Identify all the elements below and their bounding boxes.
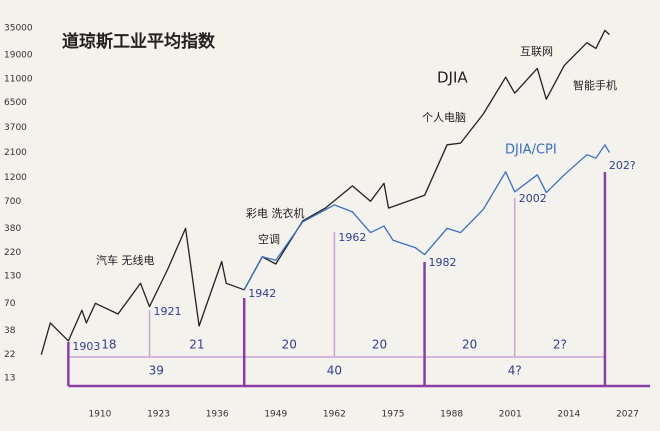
annotation: 互联网 (520, 45, 553, 58)
cycle-label: 20 (372, 338, 387, 352)
y-tick-label: 11000 (4, 75, 33, 85)
cycle-label: 20 (462, 338, 477, 352)
x-tick-label: 1988 (440, 410, 463, 420)
y-tick-label: 3700 (4, 123, 27, 133)
x-tick-label: 1962 (323, 410, 346, 420)
marker-label: 1903 (72, 340, 100, 353)
x-tick-label: 1910 (88, 410, 111, 420)
series-label: DJIA/CPI (505, 143, 557, 158)
y-tick-label: 35000 (4, 23, 33, 33)
y-tick-label: 6500 (4, 98, 27, 108)
long-cycle-label: 39 (149, 364, 164, 378)
y-tick-label: 22 (4, 350, 15, 360)
y-tick-label: 38 (4, 326, 16, 336)
chart-title: 道琼斯工业平均指数 (62, 31, 216, 52)
y-tick-label: 220 (4, 248, 21, 258)
marker-label: 1982 (429, 256, 457, 269)
y-tick-label: 700 (4, 197, 21, 207)
y-tick-label: 2100 (4, 148, 27, 158)
x-tick-label: 1923 (147, 410, 170, 420)
series-label: DJIA (437, 69, 468, 87)
cycle-label: 21 (189, 338, 204, 352)
annotation: 汽车 无线电 (96, 253, 155, 267)
y-tick-label: 130 (4, 271, 21, 281)
long-cycle-label: 4? (508, 364, 522, 378)
series-line (40, 29, 610, 355)
x-tick-label: 1975 (382, 410, 405, 420)
y-tick-label: 19000 (4, 50, 33, 60)
y-tick-label: 13 (4, 373, 15, 383)
x-tick-label: 2027 (616, 410, 639, 420)
annotation: 彩电 洗衣机 (246, 206, 305, 220)
y-tick-label: 70 (4, 299, 16, 309)
long-cycle-label: 40 (327, 364, 342, 378)
x-tick-label: 1949 (264, 410, 287, 420)
marker-label: 1942 (248, 287, 276, 300)
annotation: 空调 (258, 232, 280, 246)
annotation: 智能手机 (573, 78, 617, 92)
cycle-label: 18 (101, 338, 116, 352)
x-tick-label: 1936 (206, 410, 229, 420)
marker-label: 1962 (338, 231, 366, 244)
marker-label: 202? (609, 159, 636, 172)
series-line (243, 144, 610, 291)
y-tick-label: 380 (4, 224, 21, 234)
annotation: 个人电脑 (422, 111, 466, 124)
x-tick-label: 2001 (499, 410, 522, 420)
marker-label: 2002 (519, 192, 547, 205)
cycle-label: 2? (553, 338, 567, 352)
x-tick-label: 2014 (557, 410, 580, 420)
marker-label: 1921 (154, 305, 182, 318)
y-tick-label: 1200 (4, 173, 27, 183)
cycle-label: 20 (282, 338, 297, 352)
